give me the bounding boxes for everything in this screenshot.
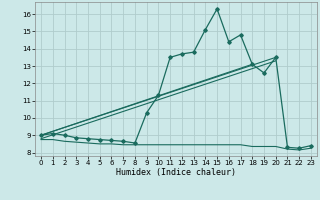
X-axis label: Humidex (Indice chaleur): Humidex (Indice chaleur) (116, 168, 236, 177)
